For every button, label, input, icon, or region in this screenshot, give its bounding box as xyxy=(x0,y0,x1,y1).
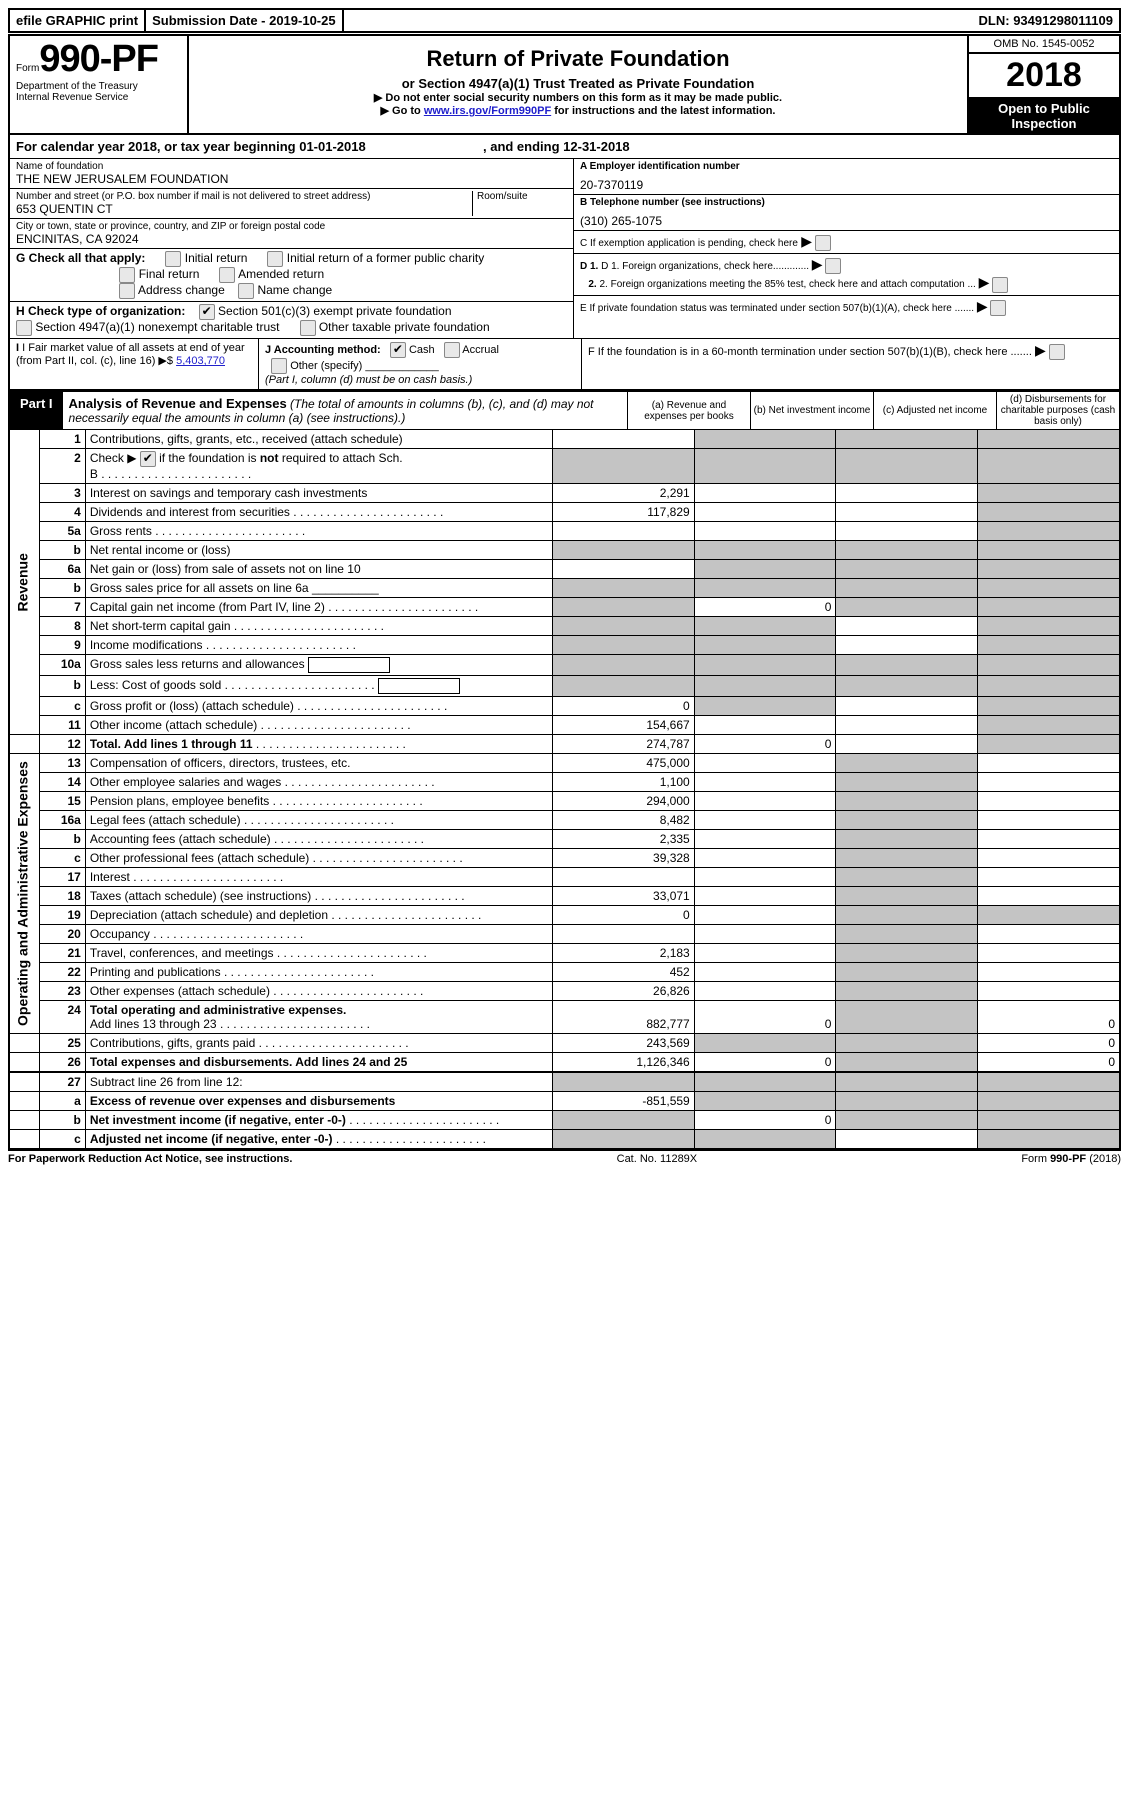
checkbox-other-method[interactable] xyxy=(271,358,287,374)
revenue-label: Revenue xyxy=(10,430,40,735)
efile-link[interactable]: efile GRAPHIC print xyxy=(10,10,146,31)
form-title-block: Return of Private Foundation or Section … xyxy=(189,36,967,133)
checkbox-4947a1[interactable] xyxy=(16,320,32,336)
top-bar: efile GRAPHIC print Submission Date - 20… xyxy=(8,8,1121,33)
g-check-row: G Check all that apply: Initial return I… xyxy=(10,249,573,302)
col-b-header: (b) Net investment income xyxy=(751,392,874,429)
fmv-link[interactable]: 5,403,770 xyxy=(176,355,225,367)
omb-number: OMB No. 1545-0052 xyxy=(969,36,1119,54)
city-cell: City or town, state or province, country… xyxy=(10,219,573,249)
checkbox-accrual[interactable] xyxy=(444,342,460,358)
submission-date: Submission Date - 2019-10-25 xyxy=(146,10,344,31)
address-cell: Number and street (or P.O. box number if… xyxy=(10,189,573,219)
e-cell: E If private foundation status was termi… xyxy=(574,296,1119,318)
form-id-block: Form990-PF Department of the Treasury In… xyxy=(10,36,189,133)
page-footer: For Paperwork Reduction Act Notice, see … xyxy=(8,1151,1121,1167)
public-inspection: Open to Public Inspection xyxy=(969,97,1119,133)
checkbox-initial-public-charity[interactable] xyxy=(267,251,283,267)
col-c-header: (c) Adjusted net income xyxy=(874,392,997,429)
checkbox-501c3[interactable] xyxy=(199,304,215,320)
irs-link[interactable]: www.irs.gov/Form990PF xyxy=(424,105,551,117)
foundation-name-cell: Name of foundation THE NEW JERUSALEM FOU… xyxy=(10,159,573,189)
checkbox-initial-return[interactable] xyxy=(165,251,181,267)
col-d-header: (d) Disbursements for charitable purpose… xyxy=(997,392,1119,429)
checkbox-amended-return[interactable] xyxy=(219,267,235,283)
phone-cell: B Telephone number (see instructions) (3… xyxy=(574,195,1119,231)
checkbox-name-change[interactable] xyxy=(238,283,254,299)
checkbox-exemption-pending[interactable] xyxy=(815,235,831,251)
part1-table: Revenue 1Contributions, gifts, grants, e… xyxy=(10,430,1119,1149)
checkbox-address-change[interactable] xyxy=(119,283,135,299)
checkbox-e[interactable] xyxy=(990,300,1006,316)
part1-label: Part I xyxy=(10,392,63,429)
dln: DLN: 93491298011109 xyxy=(973,10,1119,31)
c-cell: C If exemption application is pending, c… xyxy=(574,231,1119,254)
part1-header: Part I Analysis of Revenue and Expenses … xyxy=(10,390,1119,430)
ijf-row: I I Fair market value of all assets at e… xyxy=(10,339,1119,390)
form-main: Form990-PF Department of the Treasury In… xyxy=(8,34,1121,1151)
head-right: OMB No. 1545-0052 2018 Open to Public In… xyxy=(967,36,1119,133)
ein-cell: A Employer identification number 20-7370… xyxy=(574,159,1119,195)
checkbox-d2[interactable] xyxy=(992,277,1008,293)
checkbox-d1[interactable] xyxy=(825,258,841,274)
expenses-label: Operating and Administrative Expenses xyxy=(10,754,40,1034)
page-title: Return of Private Foundation xyxy=(195,46,961,72)
checkbox-final-return[interactable] xyxy=(119,267,135,283)
checkbox-no-schb[interactable] xyxy=(140,451,156,467)
h-check-row: H Check type of organization: Section 50… xyxy=(10,302,573,338)
tax-year: 2018 xyxy=(969,54,1119,97)
checkbox-cash[interactable] xyxy=(390,342,406,358)
d-cell: D 1. D 1. Foreign organizations, check h… xyxy=(574,254,1119,296)
checkbox-other-taxable[interactable] xyxy=(300,320,316,336)
calendar-year-row: For calendar year 2018, or tax year begi… xyxy=(10,135,1119,159)
col-a-header: (a) Revenue and expenses per books xyxy=(628,392,751,429)
checkbox-f[interactable] xyxy=(1049,344,1065,360)
